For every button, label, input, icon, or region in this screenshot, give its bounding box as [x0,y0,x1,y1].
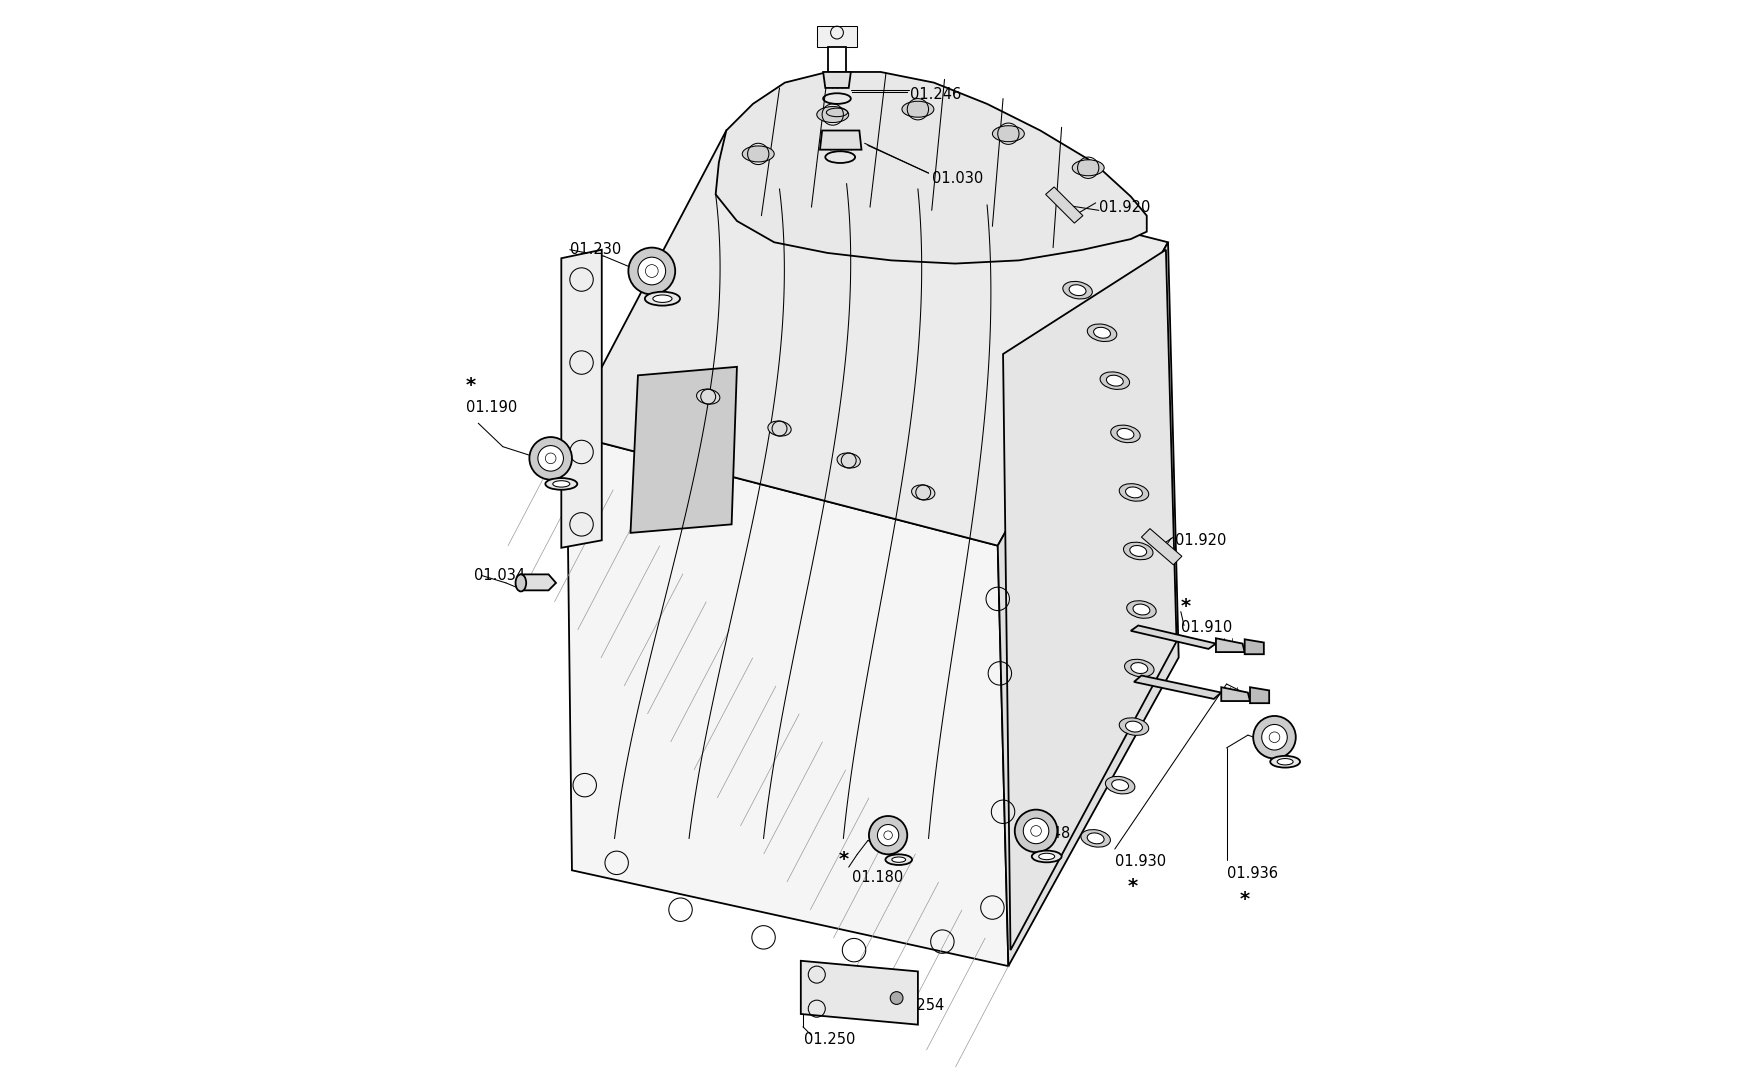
Polygon shape [1249,687,1268,703]
Text: 01.920: 01.920 [1099,200,1149,215]
Text: 01.246: 01.246 [909,87,962,102]
Text: *: * [1238,889,1249,908]
Circle shape [890,992,903,1005]
Circle shape [868,816,906,854]
Ellipse shape [885,854,911,865]
Circle shape [1023,819,1049,843]
Ellipse shape [1109,425,1139,443]
Ellipse shape [743,146,774,162]
Ellipse shape [645,292,680,306]
Ellipse shape [652,295,671,303]
Text: *: * [838,851,849,869]
Ellipse shape [1123,659,1153,677]
Ellipse shape [1063,281,1092,299]
Ellipse shape [1118,484,1148,501]
Ellipse shape [1111,780,1129,791]
Ellipse shape [696,389,720,404]
Ellipse shape [1116,428,1134,440]
Text: 01.034: 01.034 [473,568,525,583]
Polygon shape [567,433,1009,966]
Ellipse shape [544,478,577,490]
Polygon shape [996,242,1177,966]
Circle shape [537,445,563,471]
Circle shape [1261,724,1287,750]
Ellipse shape [901,102,934,118]
Polygon shape [1221,687,1249,701]
Ellipse shape [1129,546,1146,556]
Circle shape [1014,810,1057,852]
Circle shape [628,247,675,294]
Text: *: * [1127,876,1137,896]
Ellipse shape [1068,285,1085,295]
Ellipse shape [1106,376,1123,386]
Circle shape [1252,716,1296,759]
Ellipse shape [1071,159,1104,175]
Polygon shape [823,72,850,88]
Polygon shape [1045,187,1082,224]
Ellipse shape [1125,487,1143,498]
Ellipse shape [911,485,934,500]
Text: 01.910: 01.910 [1181,621,1231,636]
Polygon shape [816,26,857,47]
Polygon shape [1216,638,1243,652]
Ellipse shape [1123,542,1153,560]
Polygon shape [1002,249,1176,950]
Circle shape [638,257,666,285]
Polygon shape [800,961,918,1025]
Polygon shape [819,131,861,150]
Polygon shape [562,249,602,548]
Ellipse shape [816,107,849,123]
Polygon shape [630,367,737,533]
Ellipse shape [1276,759,1292,765]
Text: 01.190: 01.190 [466,400,516,415]
Ellipse shape [1125,721,1143,732]
Text: 01.030: 01.030 [930,171,983,186]
Circle shape [876,825,899,845]
Ellipse shape [1130,662,1148,673]
Ellipse shape [1031,851,1061,862]
Text: 01.930: 01.930 [1115,854,1165,869]
Polygon shape [567,131,1167,546]
Text: 01.180: 01.180 [852,870,903,885]
Ellipse shape [1269,755,1299,767]
Ellipse shape [991,125,1024,141]
Text: 01.248: 01.248 [1019,826,1069,841]
Ellipse shape [892,857,904,862]
Text: 01.250: 01.250 [803,1033,856,1048]
Polygon shape [1243,639,1263,654]
Text: 01.936: 01.936 [1226,866,1276,881]
Ellipse shape [1038,853,1054,859]
Polygon shape [1141,529,1181,565]
Text: 01.230: 01.230 [569,242,621,257]
Ellipse shape [1104,777,1134,794]
Text: *: * [1181,597,1189,616]
Ellipse shape [1099,372,1129,389]
Ellipse shape [1118,718,1148,735]
Ellipse shape [553,480,569,487]
Ellipse shape [1127,600,1155,618]
Polygon shape [520,575,556,591]
Ellipse shape [836,453,859,468]
Polygon shape [828,47,845,72]
Ellipse shape [1080,829,1109,847]
Ellipse shape [1087,832,1104,844]
Text: 01.254: 01.254 [892,998,944,1013]
Polygon shape [1134,675,1221,699]
Polygon shape [715,72,1146,263]
Ellipse shape [1132,605,1149,615]
Ellipse shape [767,421,791,437]
Text: *: * [466,377,475,396]
Ellipse shape [1094,327,1109,338]
Text: 01.920: 01.920 [1176,533,1226,548]
Ellipse shape [1087,324,1116,341]
Polygon shape [1130,626,1216,648]
Circle shape [529,437,572,479]
Ellipse shape [515,575,525,592]
